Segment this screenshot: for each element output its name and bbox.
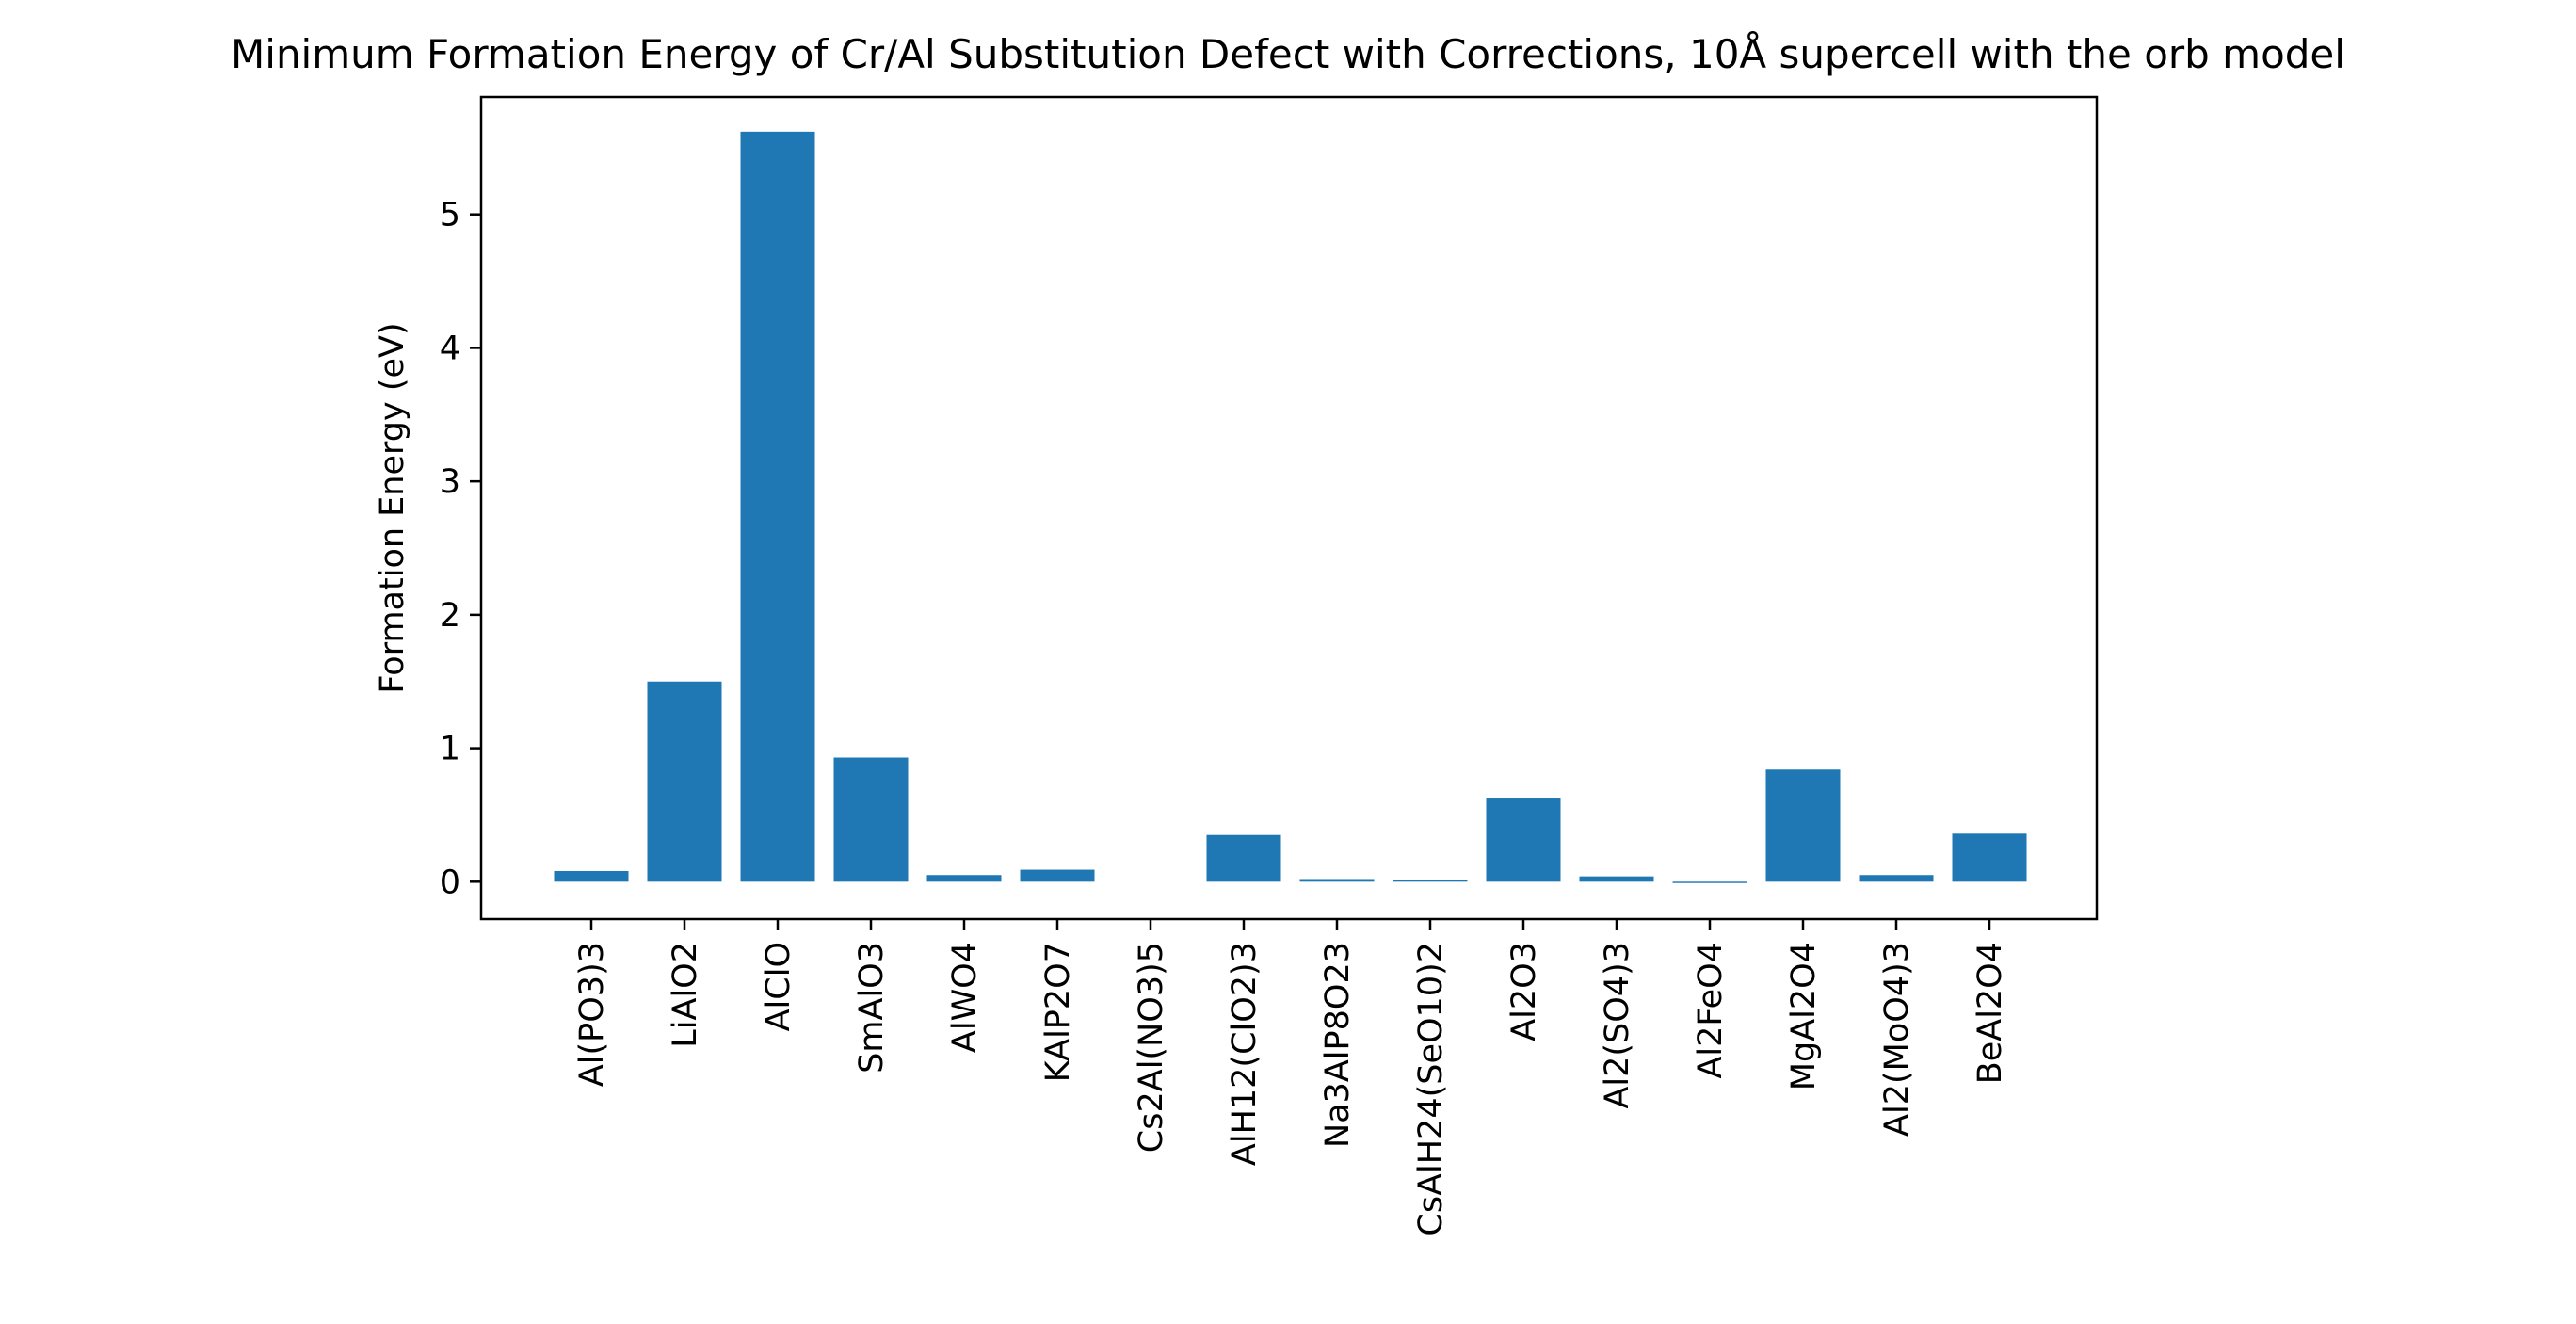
bar-Na3AlP8O23	[1299, 879, 1375, 882]
y-tick-label: 4	[440, 330, 460, 367]
x-axis: Al(PO3)3 LiAlO2 AlClO SmAlO3 AlWO4 KAlP2O7 Cs2…	[573, 919, 2009, 1236]
x-tick-label: Al2FeO4	[1692, 942, 1730, 1079]
x-tick-label: MgAl2O4	[1785, 942, 1823, 1090]
x-tick-label: AlWO4	[946, 942, 984, 1053]
bar-MgAl2O4	[1765, 769, 1841, 882]
x-tick-label: AlClO	[760, 942, 797, 1031]
bar-SmAlO3	[833, 757, 909, 882]
bar-LiAlO2	[647, 681, 722, 882]
x-tick-label: Al2(SO4)3	[1599, 942, 1636, 1109]
y-tick-label: 2	[440, 597, 460, 635]
y-axis: 0 1 2 3 4 5	[440, 197, 481, 901]
y-tick-label: 0	[440, 864, 460, 901]
bar-AlWO4	[926, 875, 1002, 882]
x-tick-label: Na3AlP8O23	[1319, 942, 1357, 1148]
bar-BeAl2O4	[1952, 833, 2027, 882]
bar-AlH12(ClO2)3	[1206, 834, 1281, 882]
chart-title: Minimum Formation Energy of Cr/Al Substi…	[231, 30, 2345, 77]
bar-CsAlH24(SeO10)2	[1393, 880, 1468, 882]
y-tick-label: 3	[440, 463, 460, 501]
bar-Al2(MoO4)3	[1859, 875, 1934, 882]
bar-Al2(SO4)3	[1579, 876, 1654, 882]
x-tick-label: Cs2Al(NO3)5	[1133, 942, 1170, 1153]
bars-layer	[554, 131, 2027, 883]
y-axis-label: Formation Energy (eV)	[374, 322, 411, 693]
x-tick-label: KAlP2O7	[1039, 942, 1077, 1082]
x-tick-label: SmAlO3	[853, 942, 891, 1074]
x-tick-label: Al(PO3)3	[573, 942, 611, 1087]
x-tick-label: LiAlO2	[667, 942, 704, 1048]
x-tick-label: BeAl2O4	[1972, 942, 2009, 1084]
x-tick-label: AlH12(ClO2)3	[1226, 942, 1264, 1166]
bar-Al(PO3)3	[554, 870, 629, 882]
x-tick-label: CsAlH24(SeO10)2	[1412, 942, 1450, 1236]
bar-Al2FeO4	[1672, 881, 1747, 883]
y-tick-label: 1	[440, 731, 460, 768]
bar-KAlP2O7	[1020, 869, 1095, 882]
bar-Al2O3	[1486, 798, 1561, 882]
y-tick-label: 5	[440, 197, 460, 234]
x-tick-label: Al2O3	[1505, 942, 1543, 1041]
bar-AlClO	[740, 131, 815, 882]
x-tick-label: Al2(MoO4)3	[1878, 942, 1916, 1137]
plot-area-frame	[479, 95, 2099, 921]
